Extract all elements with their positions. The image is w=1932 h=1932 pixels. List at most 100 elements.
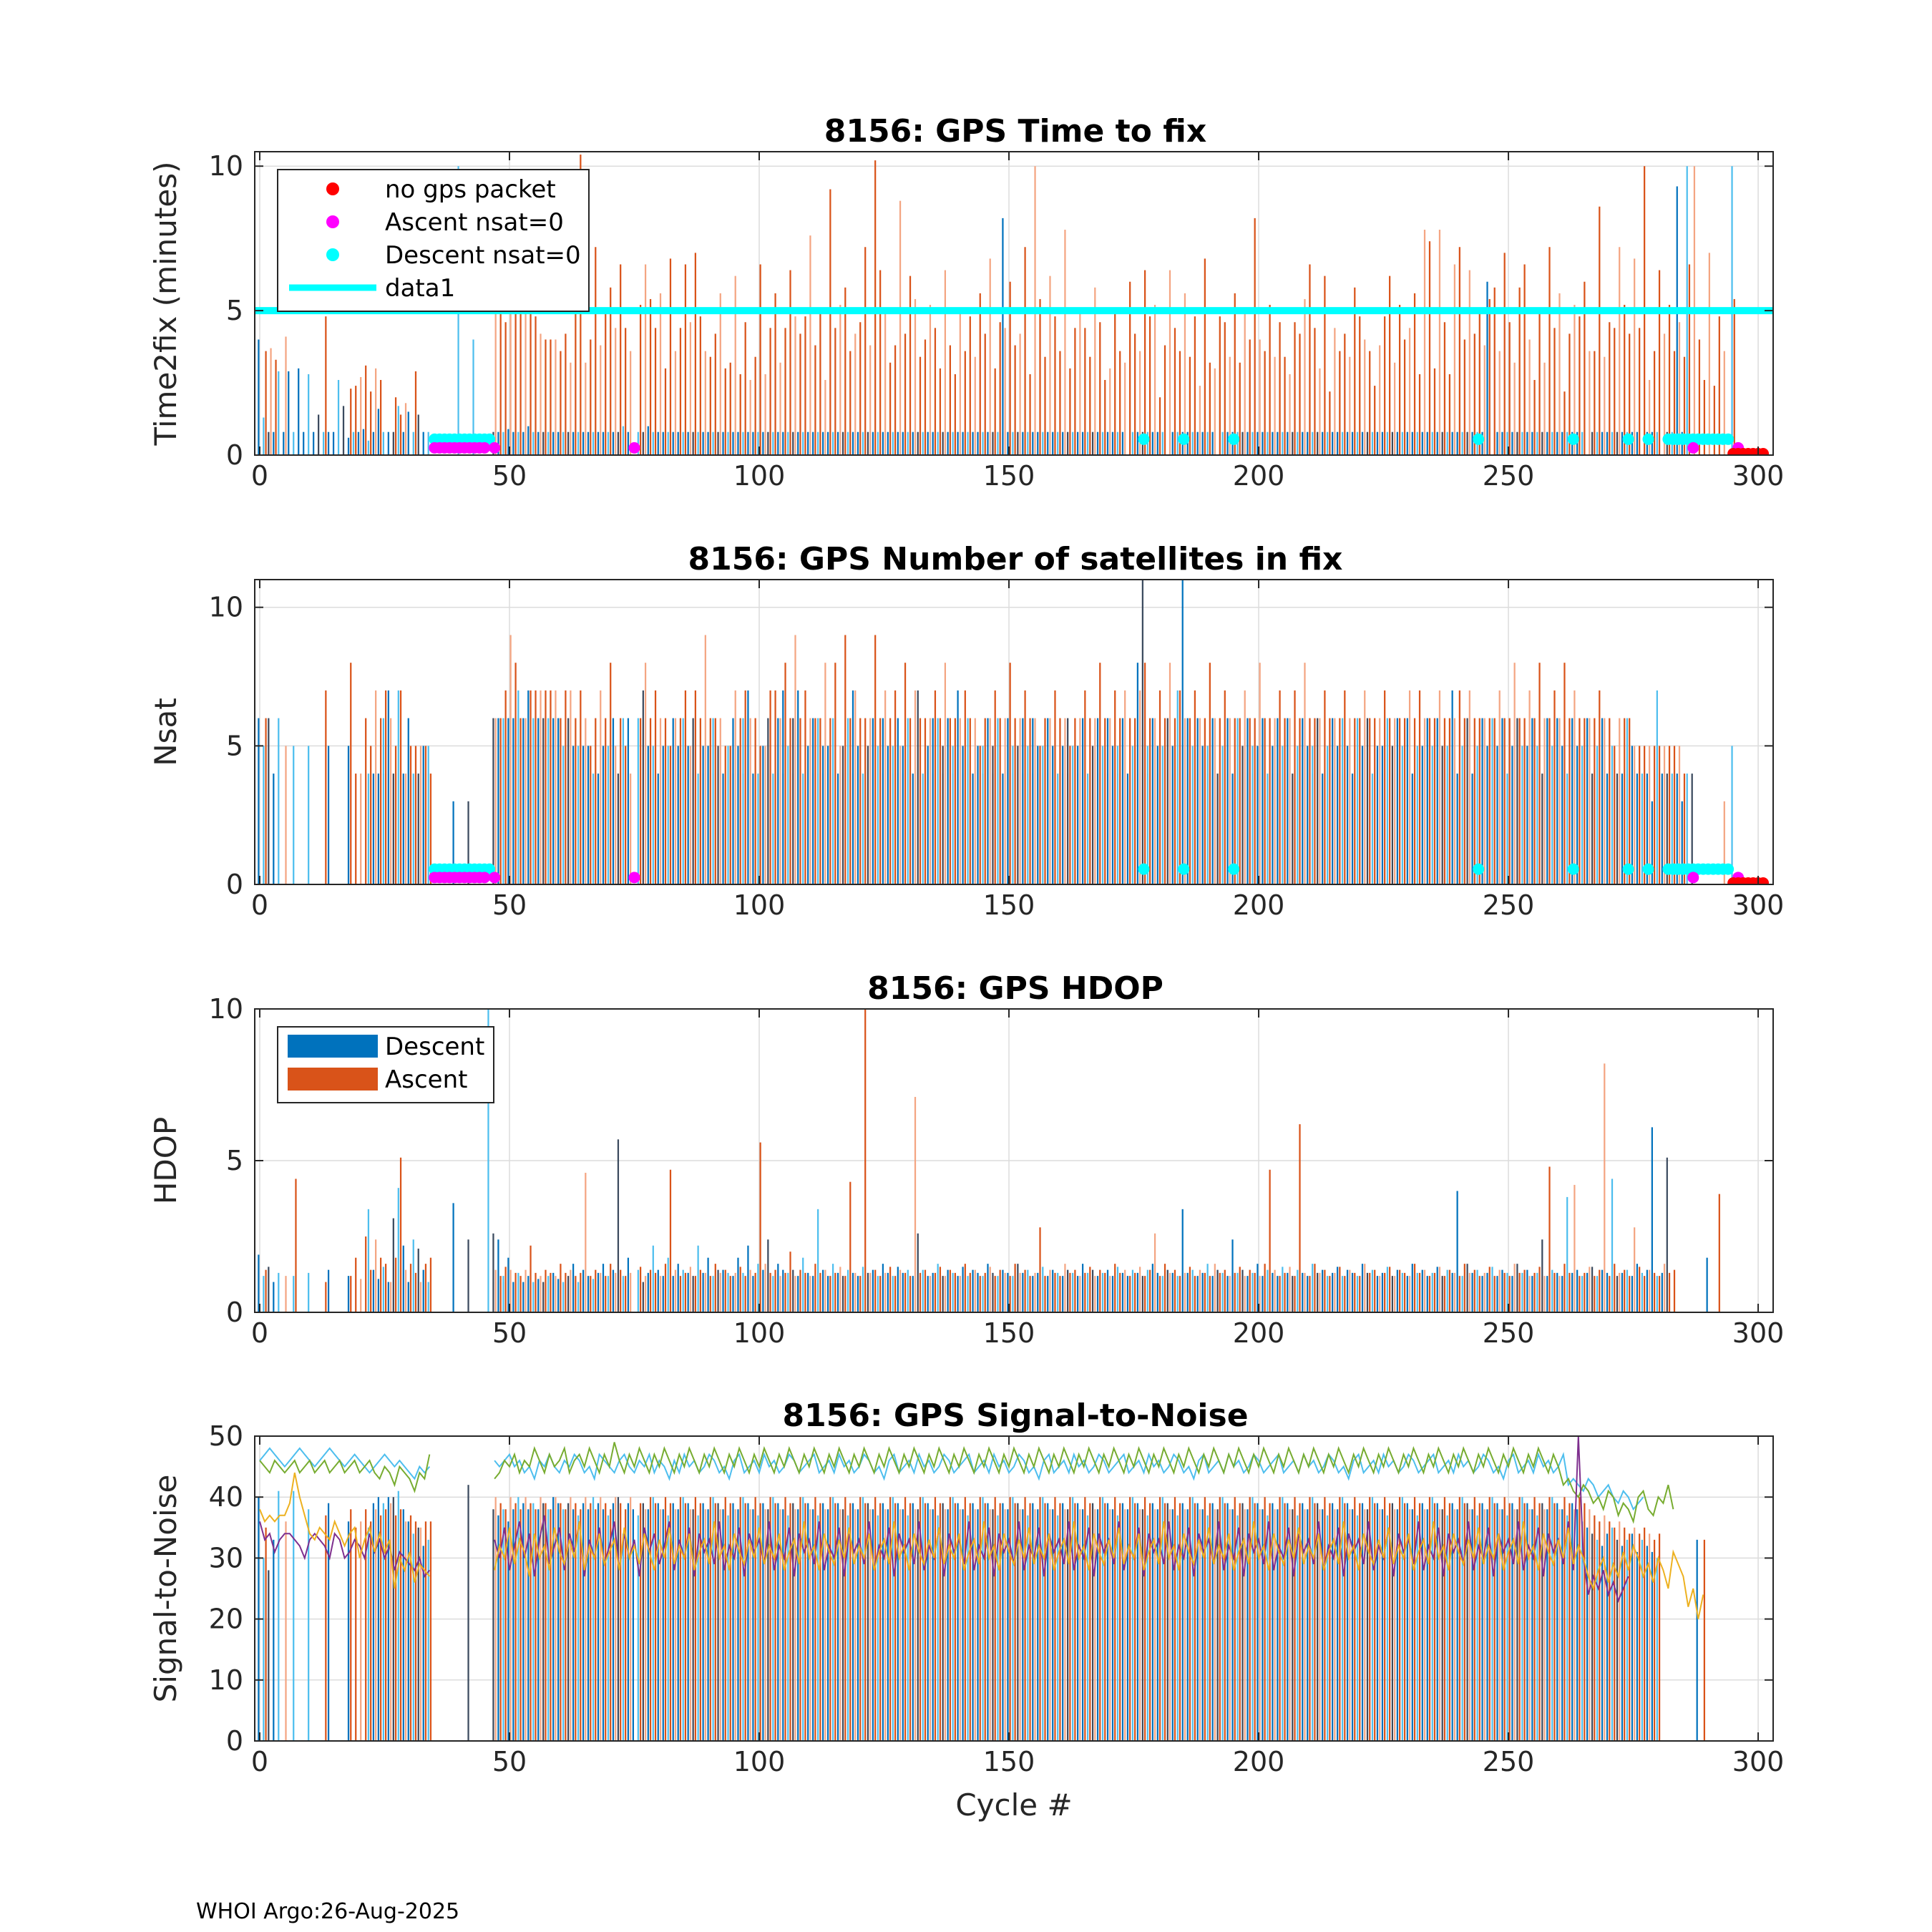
y-axis-label: Signal-to-Noise [148, 1475, 183, 1703]
bar-descent [497, 1515, 499, 1741]
bar-descent [268, 1570, 270, 1741]
bar-descent [752, 1509, 754, 1741]
bar-descent [707, 746, 709, 884]
bar-ascent [1558, 1276, 1561, 1312]
bar-descent [567, 718, 570, 884]
bar-ascent [1264, 718, 1266, 884]
bar-descent [1302, 718, 1304, 884]
bar-ascent [1174, 1497, 1176, 1741]
bar-descent [1396, 431, 1398, 455]
bar-descent [602, 1509, 605, 1741]
bar-ascent [924, 1503, 927, 1741]
bar-ascent [1614, 328, 1616, 455]
bar-descent [557, 1503, 560, 1741]
bar-descent [826, 1509, 829, 1741]
bar-descent [347, 1276, 350, 1312]
bar-ascent [1059, 718, 1061, 884]
bar-descent [702, 1272, 704, 1312]
bar-descent [1546, 431, 1548, 455]
bar-ascent [839, 746, 841, 884]
bar-descent [702, 746, 704, 884]
bar-descent [882, 1264, 884, 1312]
bar-ascent [1548, 718, 1551, 884]
bar-descent [1241, 746, 1244, 884]
bar-descent [1106, 431, 1109, 455]
bar-ascent [355, 1527, 357, 1741]
bar-descent [882, 431, 884, 455]
bar-descent [957, 1503, 959, 1741]
bar-ascent [1624, 1527, 1626, 1741]
bar-descent [1551, 1269, 1553, 1312]
bar-ascent [1134, 1272, 1136, 1312]
bar-ascent [525, 1497, 527, 1741]
bar-descent [1621, 1272, 1624, 1312]
bar-descent [527, 426, 530, 455]
bar-descent [1171, 431, 1174, 455]
bar-ascent [1163, 345, 1166, 455]
bar-ascent [1153, 1509, 1156, 1741]
bar-ascent [285, 336, 287, 455]
bar-ascent [1249, 1269, 1251, 1312]
bar-descent [972, 1269, 974, 1312]
bar-descent [422, 431, 424, 455]
bar-descent [1596, 1539, 1599, 1741]
bar-ascent [809, 1509, 811, 1741]
bar-ascent [630, 1272, 632, 1312]
bar-descent [772, 1276, 774, 1312]
bar-descent [972, 431, 974, 455]
bar-ascent [514, 1503, 517, 1741]
bar-descent [1366, 1272, 1369, 1312]
bar-ascent [854, 1272, 857, 1312]
bar-ascent [1139, 690, 1141, 884]
bar-ascent [1599, 1521, 1601, 1741]
bar-descent [1406, 718, 1408, 884]
bar-descent [308, 374, 310, 455]
bar-ascent [1604, 1063, 1606, 1312]
bar-ascent [1269, 718, 1271, 884]
bar-ascent [889, 1267, 892, 1312]
bar-descent [682, 431, 684, 455]
marker-descent-nsat0 [1642, 433, 1654, 445]
bar-ascent [404, 403, 407, 455]
bar-ascent [399, 414, 402, 455]
bar-descent [1551, 746, 1553, 884]
bar-ascent [849, 351, 852, 455]
bar-descent [318, 414, 320, 455]
bar-descent [397, 690, 399, 884]
bar-descent [802, 1257, 804, 1312]
bar-descent [1691, 774, 1693, 884]
bar-descent [862, 774, 864, 884]
bar-descent [927, 431, 929, 455]
bar-descent [722, 431, 724, 455]
bar-descent [1057, 1515, 1059, 1741]
bar-ascent [1334, 328, 1336, 455]
marker-descent-nsat0 [1473, 863, 1485, 875]
bar-descent [1322, 1509, 1324, 1741]
bar-descent [982, 1497, 984, 1741]
bar-descent [627, 718, 630, 884]
bar-descent [1166, 1503, 1169, 1741]
bar-descent [892, 431, 894, 455]
bar-descent [397, 1188, 399, 1312]
bar-ascent [819, 311, 821, 455]
bar-descent [1327, 746, 1329, 884]
bar-ascent [1084, 690, 1086, 884]
bar-descent [757, 1264, 759, 1312]
bar-ascent [545, 1269, 547, 1312]
bar-descent [1631, 1276, 1634, 1312]
bar-descent [1586, 1527, 1589, 1741]
bar-descent [692, 1509, 694, 1741]
bar-ascent [1589, 1267, 1591, 1312]
bar-descent [1481, 718, 1483, 884]
bar-ascent [1324, 690, 1326, 884]
bar-descent [892, 746, 894, 884]
bar-descent [952, 1272, 954, 1312]
bar-descent [802, 774, 804, 884]
bar-descent [612, 431, 615, 455]
bar-descent [767, 718, 769, 884]
bar-ascent [1483, 1509, 1485, 1741]
bar-ascent [1099, 1497, 1101, 1741]
bar-ascent [1428, 1497, 1431, 1741]
bar-ascent [1483, 718, 1485, 884]
bar-descent [1456, 1191, 1458, 1312]
